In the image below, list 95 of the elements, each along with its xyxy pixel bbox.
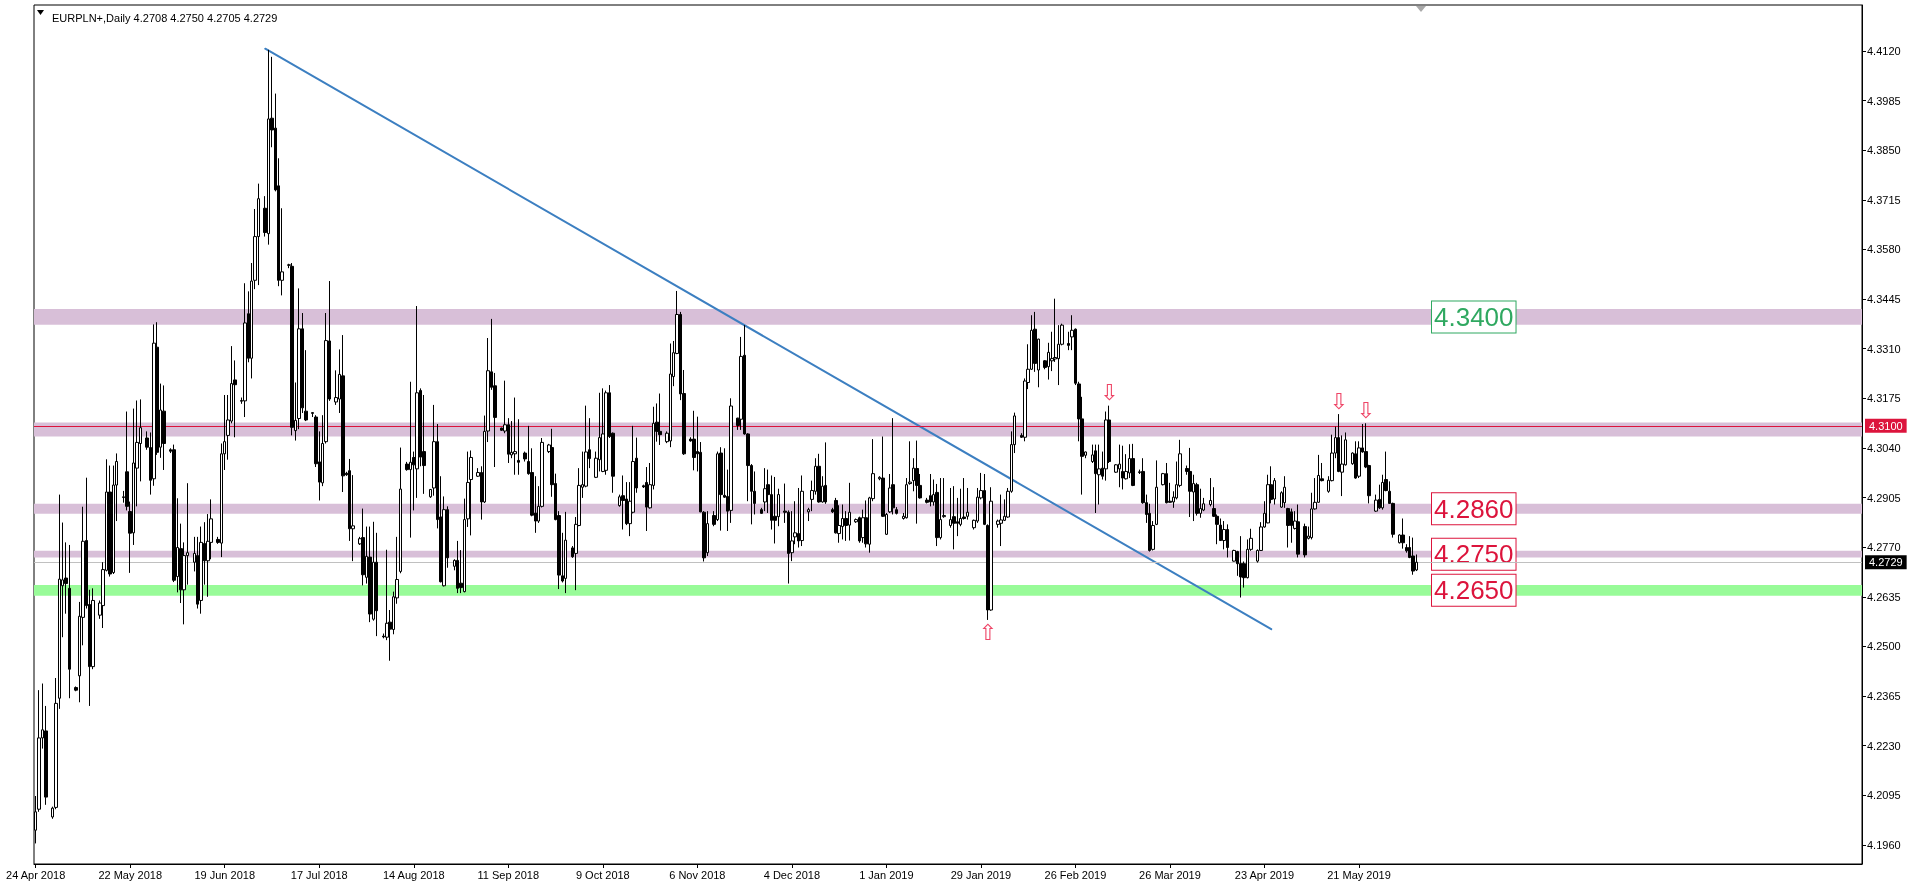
candlestick (1094, 444, 1097, 514)
x-tick-label: 21 May 2019 (1327, 868, 1391, 881)
candlestick (368, 526, 372, 623)
candlestick (773, 476, 777, 544)
x-tick-label: 14 Aug 2018 (382, 868, 445, 881)
candlestick (1286, 507, 1290, 549)
candlestick (929, 473, 932, 507)
candlestick (456, 540, 459, 594)
candlestick (915, 440, 919, 525)
x-tick-label: 19 Jun 2018 (194, 868, 256, 881)
candlestick (1165, 462, 1168, 504)
candlestick (763, 467, 767, 512)
candlestick (267, 49, 270, 246)
band-label: 4.2650 (1434, 575, 1514, 606)
candlestick (645, 466, 648, 532)
candlestick (817, 453, 821, 504)
y-tick-label: 4.2770 (1867, 541, 1901, 554)
candlestick (513, 397, 517, 476)
candlestick (399, 447, 402, 574)
candlestick (999, 494, 1003, 547)
x-tick-label: 22 May 2018 (98, 868, 163, 881)
y-tick-label: 4.3445 (1867, 293, 1901, 306)
y-tick-label: 4.3040 (1867, 441, 1901, 454)
y-tick-label: 4.2500 (1867, 640, 1901, 653)
y-tick-label: 4.4120 (1867, 44, 1901, 57)
candlestick (469, 449, 473, 536)
candlestick (824, 441, 827, 505)
y-tick-label: 4.3175 (1867, 392, 1901, 405)
y-tick-label: 4.1960 (1867, 838, 1901, 851)
x-tick-label: 26 Mar 2019 (1139, 868, 1201, 881)
candlestick (1290, 508, 1293, 544)
candlestick (162, 384, 166, 471)
candlestick (1354, 440, 1357, 480)
annotation: ⇧ (978, 620, 997, 646)
candlestick (1239, 535, 1243, 599)
candlestick (564, 511, 567, 594)
candlestick (669, 343, 672, 448)
candlestick (1411, 537, 1415, 576)
x-tick-label: 11 Sep 2018 (477, 868, 540, 881)
candlestick (1226, 523, 1229, 558)
candlestick (800, 474, 804, 547)
x-tick-label: 17 Jul 2018 (290, 868, 348, 881)
y-tick-label: 4.3580 (1867, 243, 1901, 256)
x-tick-label: 1 Jan 2019 (859, 868, 914, 881)
candlestick (1155, 459, 1158, 526)
candlestick (621, 474, 625, 531)
annotation: ⇩ (1356, 397, 1375, 423)
candlestick (257, 183, 260, 286)
candlestick (658, 393, 662, 446)
candlestick (1296, 504, 1300, 558)
candlestick (1303, 523, 1307, 558)
y-tick-label: 4.2905 (1867, 491, 1901, 504)
candlestick (1401, 517, 1405, 550)
candlestick (409, 381, 412, 539)
candlestick (719, 446, 723, 532)
annotation: ⇩ (1099, 380, 1119, 406)
x-tick-label: 26 Feb 2019 (1044, 868, 1107, 881)
y-tick-label: 4.2635 (1867, 590, 1901, 603)
text: EURPLN+,Daily 4.2708 4.2750 4.2705 4.2729 (52, 11, 278, 24)
y-tick-label: 4.3985 (1867, 94, 1901, 107)
candlestick (243, 282, 247, 418)
x-tick-label: 24 Apr 2018 (6, 868, 66, 881)
y-tick-label: 4.3310 (1867, 342, 1901, 355)
x-tick-label: 4 Dec 2018 (763, 868, 820, 881)
x-tick-label: 6 Nov 2018 (669, 868, 726, 881)
x-tick-label: 29 Jan 2019 (950, 868, 1012, 881)
candlestick (864, 499, 868, 549)
candlestick (952, 485, 956, 550)
candlestick (1283, 475, 1286, 509)
candlestick (1188, 447, 1192, 518)
y-tick-label: 4.3850 (1867, 144, 1901, 157)
y-tick-label: 4.2095 (1867, 789, 1901, 802)
candlestick (341, 334, 345, 493)
band-label: 4.3400 (1434, 301, 1514, 332)
candlestick (841, 504, 844, 540)
ref-line-label: 4.2729 (1869, 556, 1903, 569)
x-tick-label: 23 Apr 2019 (1234, 868, 1295, 881)
y-tick-label: 4.2230 (1867, 739, 1901, 752)
band-label: 4.2860 (1434, 493, 1514, 524)
candlestick (68, 544, 71, 699)
candlestick (199, 526, 203, 615)
x-tick-label: 9 Oct 2018 (575, 868, 630, 881)
y-tick-label: 4.3715 (1867, 193, 1901, 206)
candlestick (1131, 443, 1135, 487)
candlestick (706, 510, 709, 557)
candlestick (891, 417, 895, 515)
candlestick (848, 482, 851, 542)
candlestick (1121, 445, 1124, 490)
ref-line-label: 4.3100 (1869, 419, 1903, 432)
y-tick-label: 4.2365 (1867, 690, 1901, 703)
candlestick (361, 508, 365, 586)
annotation: ⇩ (1329, 388, 1348, 414)
candlestick (692, 410, 696, 471)
candlestick (601, 387, 605, 473)
candlestick (1118, 444, 1121, 488)
